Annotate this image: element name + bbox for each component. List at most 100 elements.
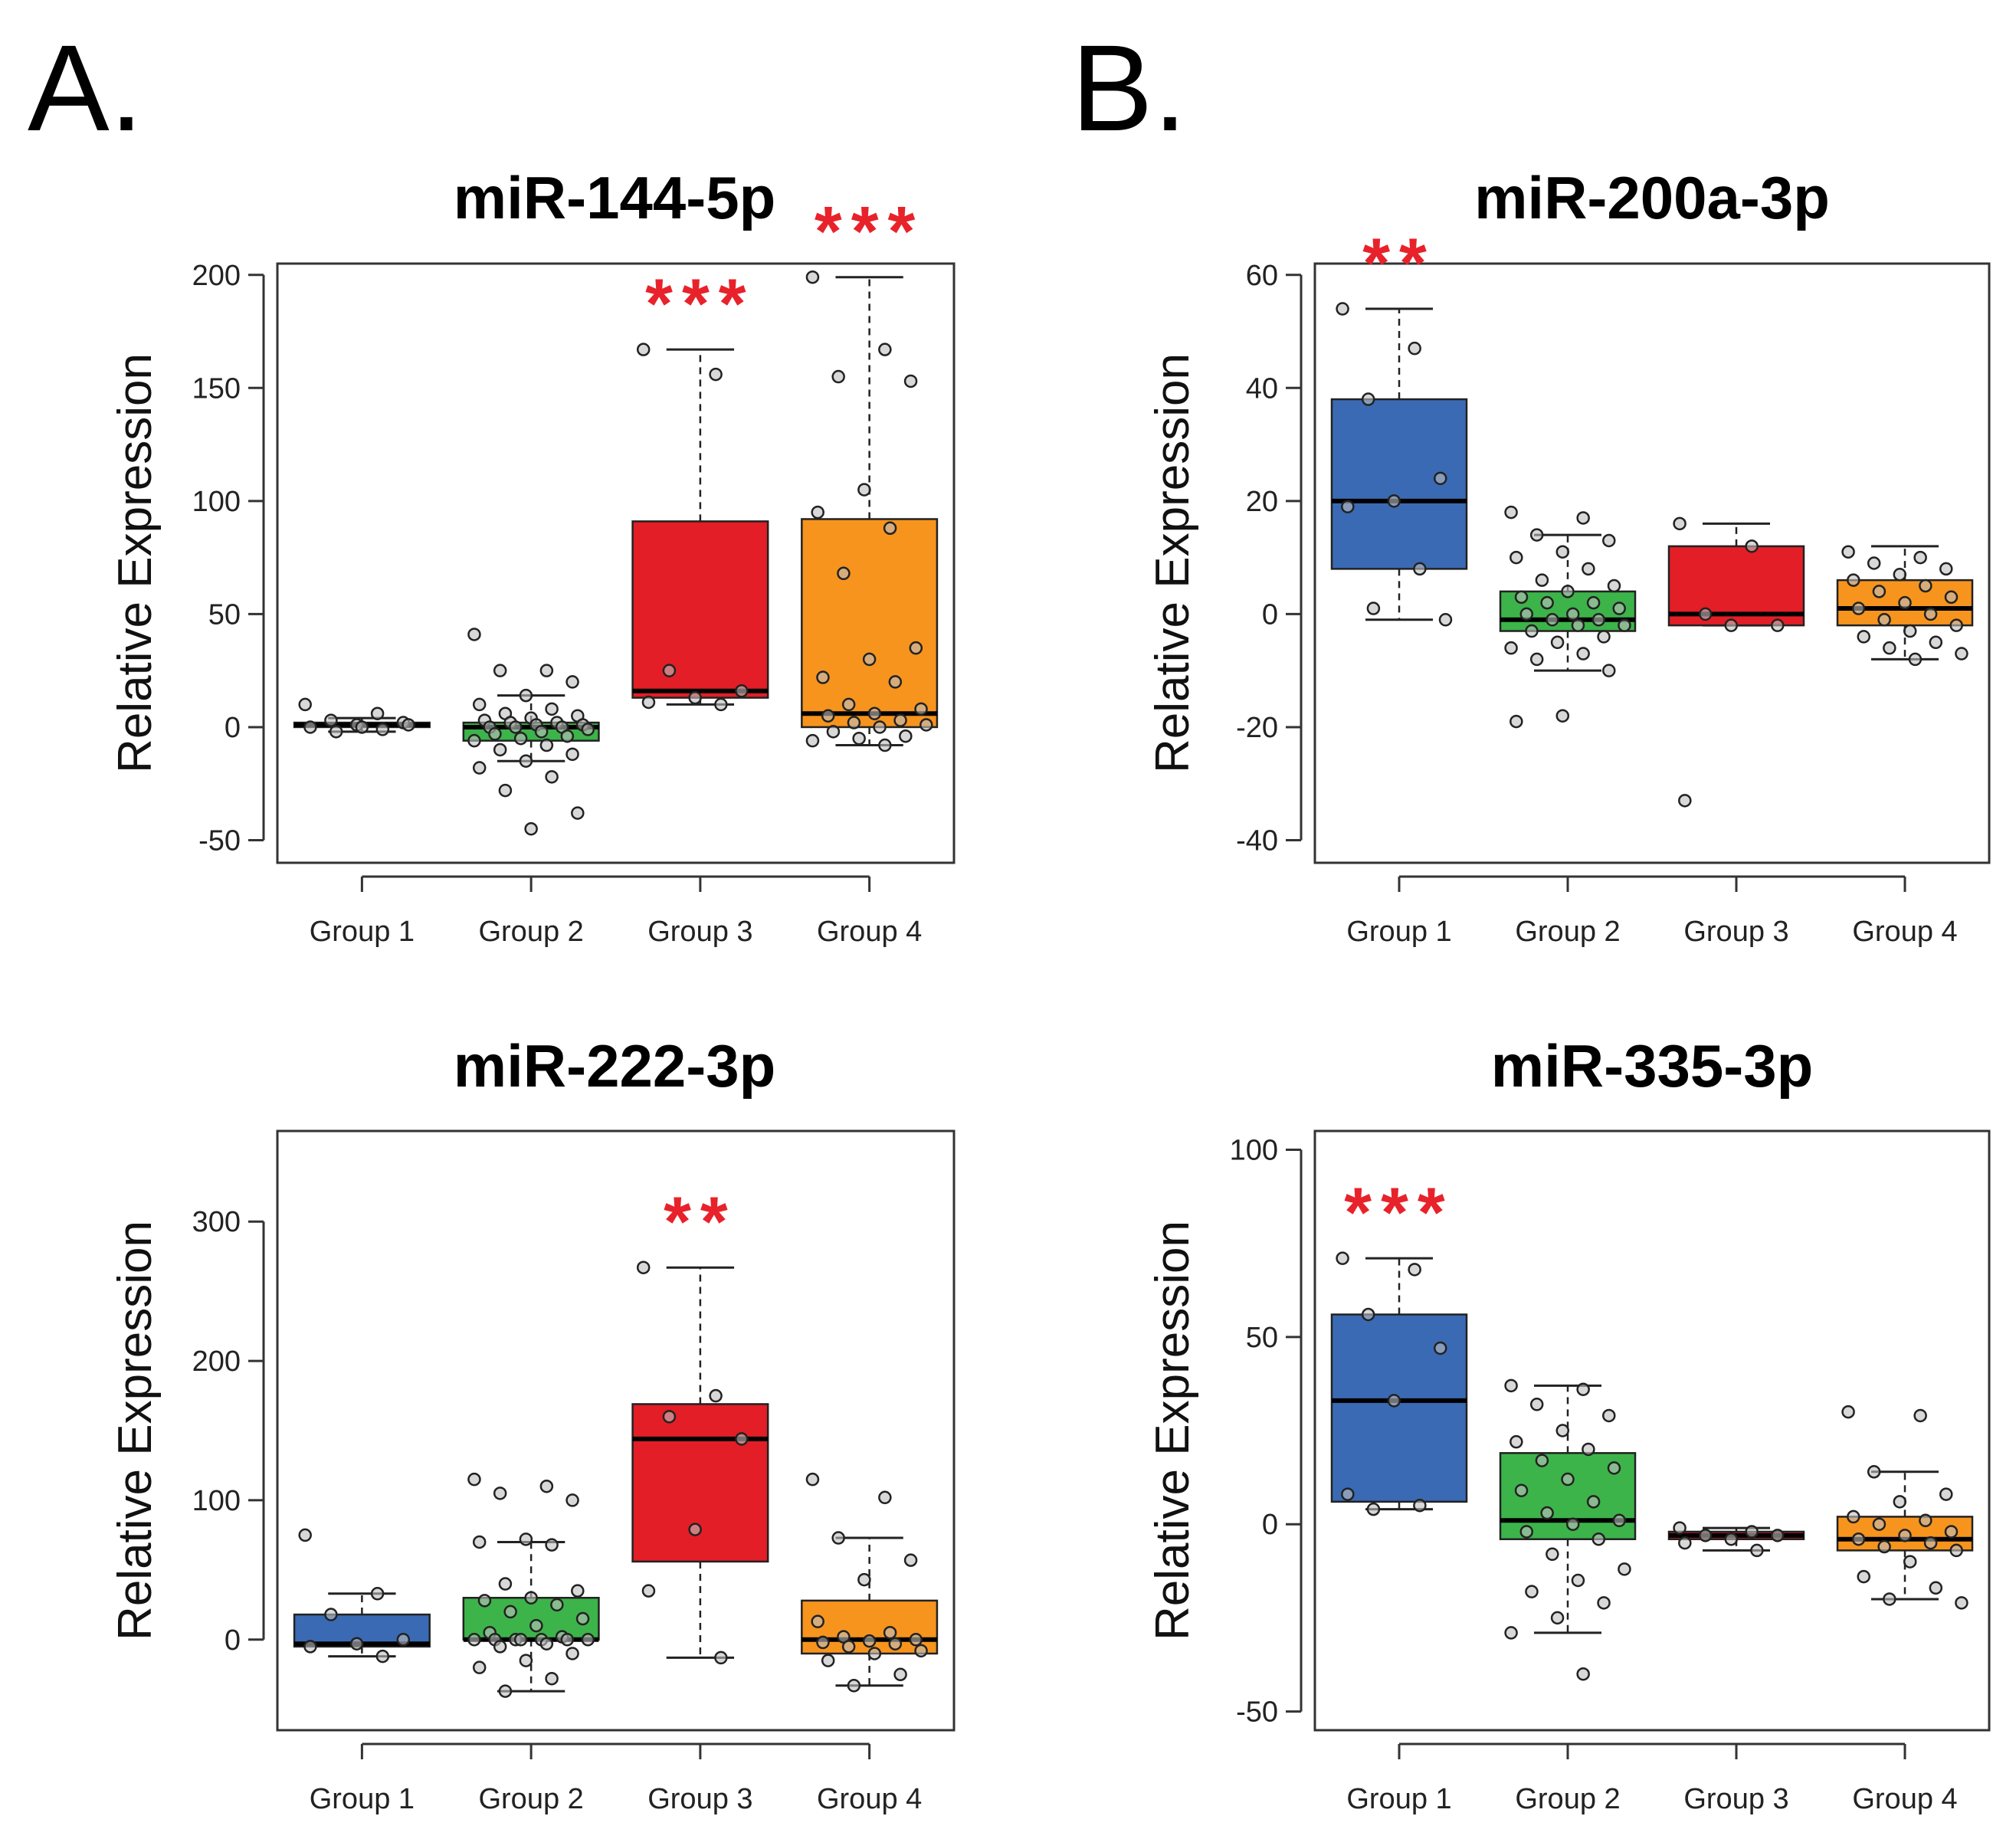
data-point <box>472 761 487 775</box>
data-point <box>1535 1454 1549 1467</box>
y-tick-label: 0 <box>1262 598 1278 631</box>
x-tick-label: Group 4 <box>817 1783 922 1815</box>
data-point <box>1576 647 1590 661</box>
data-point <box>1341 1487 1355 1501</box>
data-point <box>862 1634 877 1648</box>
data-point <box>1504 1378 1518 1393</box>
y-tick-label: -20 <box>1236 712 1278 744</box>
data-point <box>735 1432 749 1446</box>
data-point <box>1519 607 1533 621</box>
data-point <box>831 1531 845 1545</box>
data-point <box>472 697 487 712</box>
data-point <box>914 1644 928 1658</box>
data-point <box>303 720 317 734</box>
data-point <box>1586 595 1601 610</box>
data-point <box>709 367 723 382</box>
data-point <box>1504 1626 1518 1640</box>
data-point <box>1514 1483 1529 1497</box>
data-point <box>1698 607 1713 621</box>
data-point <box>811 1614 824 1628</box>
data-point <box>1607 579 1621 593</box>
data-point <box>467 1633 481 1647</box>
data-point <box>1939 562 1953 576</box>
data-point <box>498 1684 513 1698</box>
data-point <box>560 729 575 743</box>
data-point <box>1841 1405 1855 1419</box>
data-point <box>919 718 933 732</box>
data-point <box>571 1584 585 1598</box>
data-point <box>1872 585 1887 598</box>
data-point <box>539 738 554 752</box>
data-point <box>1529 652 1544 667</box>
data-point <box>529 1618 543 1633</box>
significance-label: *** <box>645 265 755 343</box>
y-tick-label: 100 <box>192 486 241 518</box>
data-point <box>493 664 507 677</box>
chart-title: miR-335-3p <box>1491 1032 1813 1100</box>
data-point <box>1565 607 1580 621</box>
data-point <box>1586 1495 1601 1509</box>
box-group-3: *** <box>631 265 769 712</box>
data-point <box>472 1535 487 1549</box>
data-point <box>862 652 877 667</box>
data-point <box>545 702 559 716</box>
y-tick-label: 300 <box>192 1206 241 1238</box>
data-point <box>1923 1536 1938 1550</box>
data-point <box>1851 602 1866 615</box>
data-point <box>375 1649 390 1664</box>
data-point <box>503 1605 517 1619</box>
box-group-4 <box>801 1472 939 1693</box>
chart-title: miR-144-5p <box>454 164 775 231</box>
data-point <box>519 754 533 768</box>
data-point <box>519 1532 533 1546</box>
x-tick-label: Group 3 <box>647 1783 752 1815</box>
box-group-3: ** <box>631 1183 769 1665</box>
x-tick-label: Group 4 <box>817 916 922 948</box>
data-point <box>1618 1562 1631 1576</box>
data-point <box>811 505 824 520</box>
data-point <box>493 742 507 757</box>
data-point <box>524 821 538 836</box>
chart-title: miR-222-3p <box>454 1032 775 1100</box>
data-point <box>1745 1525 1759 1539</box>
data-point <box>857 1572 871 1587</box>
data-point <box>1438 613 1453 627</box>
data-point <box>575 1611 590 1626</box>
x-tick-label: Group 2 <box>478 1783 583 1815</box>
data-point <box>688 1523 702 1536</box>
data-point <box>375 723 390 736</box>
data-point <box>1387 494 1401 508</box>
data-point <box>1898 1529 1912 1542</box>
data-point <box>355 720 369 734</box>
data-point <box>1535 573 1549 587</box>
data-point <box>370 706 385 720</box>
charts: miR-144-5p Relative Expression -50 0 50 100 15… <box>109 164 1991 1815</box>
data-point <box>1919 1513 1932 1528</box>
data-point <box>581 1633 595 1647</box>
data-point <box>847 716 861 729</box>
x-tick-label: Group 1 <box>310 916 415 948</box>
data-point <box>493 1640 507 1654</box>
data-point <box>893 713 907 727</box>
data-point <box>477 1594 492 1608</box>
significance-label: *** <box>1344 1174 1454 1252</box>
data-point <box>636 1260 651 1274</box>
data-point <box>1949 1543 1963 1558</box>
y-tick-label: 0 <box>225 1624 241 1657</box>
data-point <box>1867 1465 1881 1479</box>
data-point <box>1366 602 1381 615</box>
data-point <box>1525 1585 1539 1598</box>
chart-1: miR-144-5p Relative Expression -50 0 50 100 15… <box>109 164 956 948</box>
data-point <box>805 1472 820 1487</box>
data-point <box>841 1640 856 1654</box>
x-tick-label: Group 4 <box>1852 1783 1957 1815</box>
data-point <box>1673 516 1687 531</box>
data-point <box>1546 613 1559 627</box>
data-point <box>493 1487 507 1500</box>
x-tick-label: Group 4 <box>1852 916 1957 948</box>
data-point <box>841 697 856 712</box>
y-axis-label: Relative Expression <box>1146 353 1199 773</box>
x-tick-label: Group 3 <box>1683 1783 1788 1815</box>
data-point <box>519 1654 533 1667</box>
